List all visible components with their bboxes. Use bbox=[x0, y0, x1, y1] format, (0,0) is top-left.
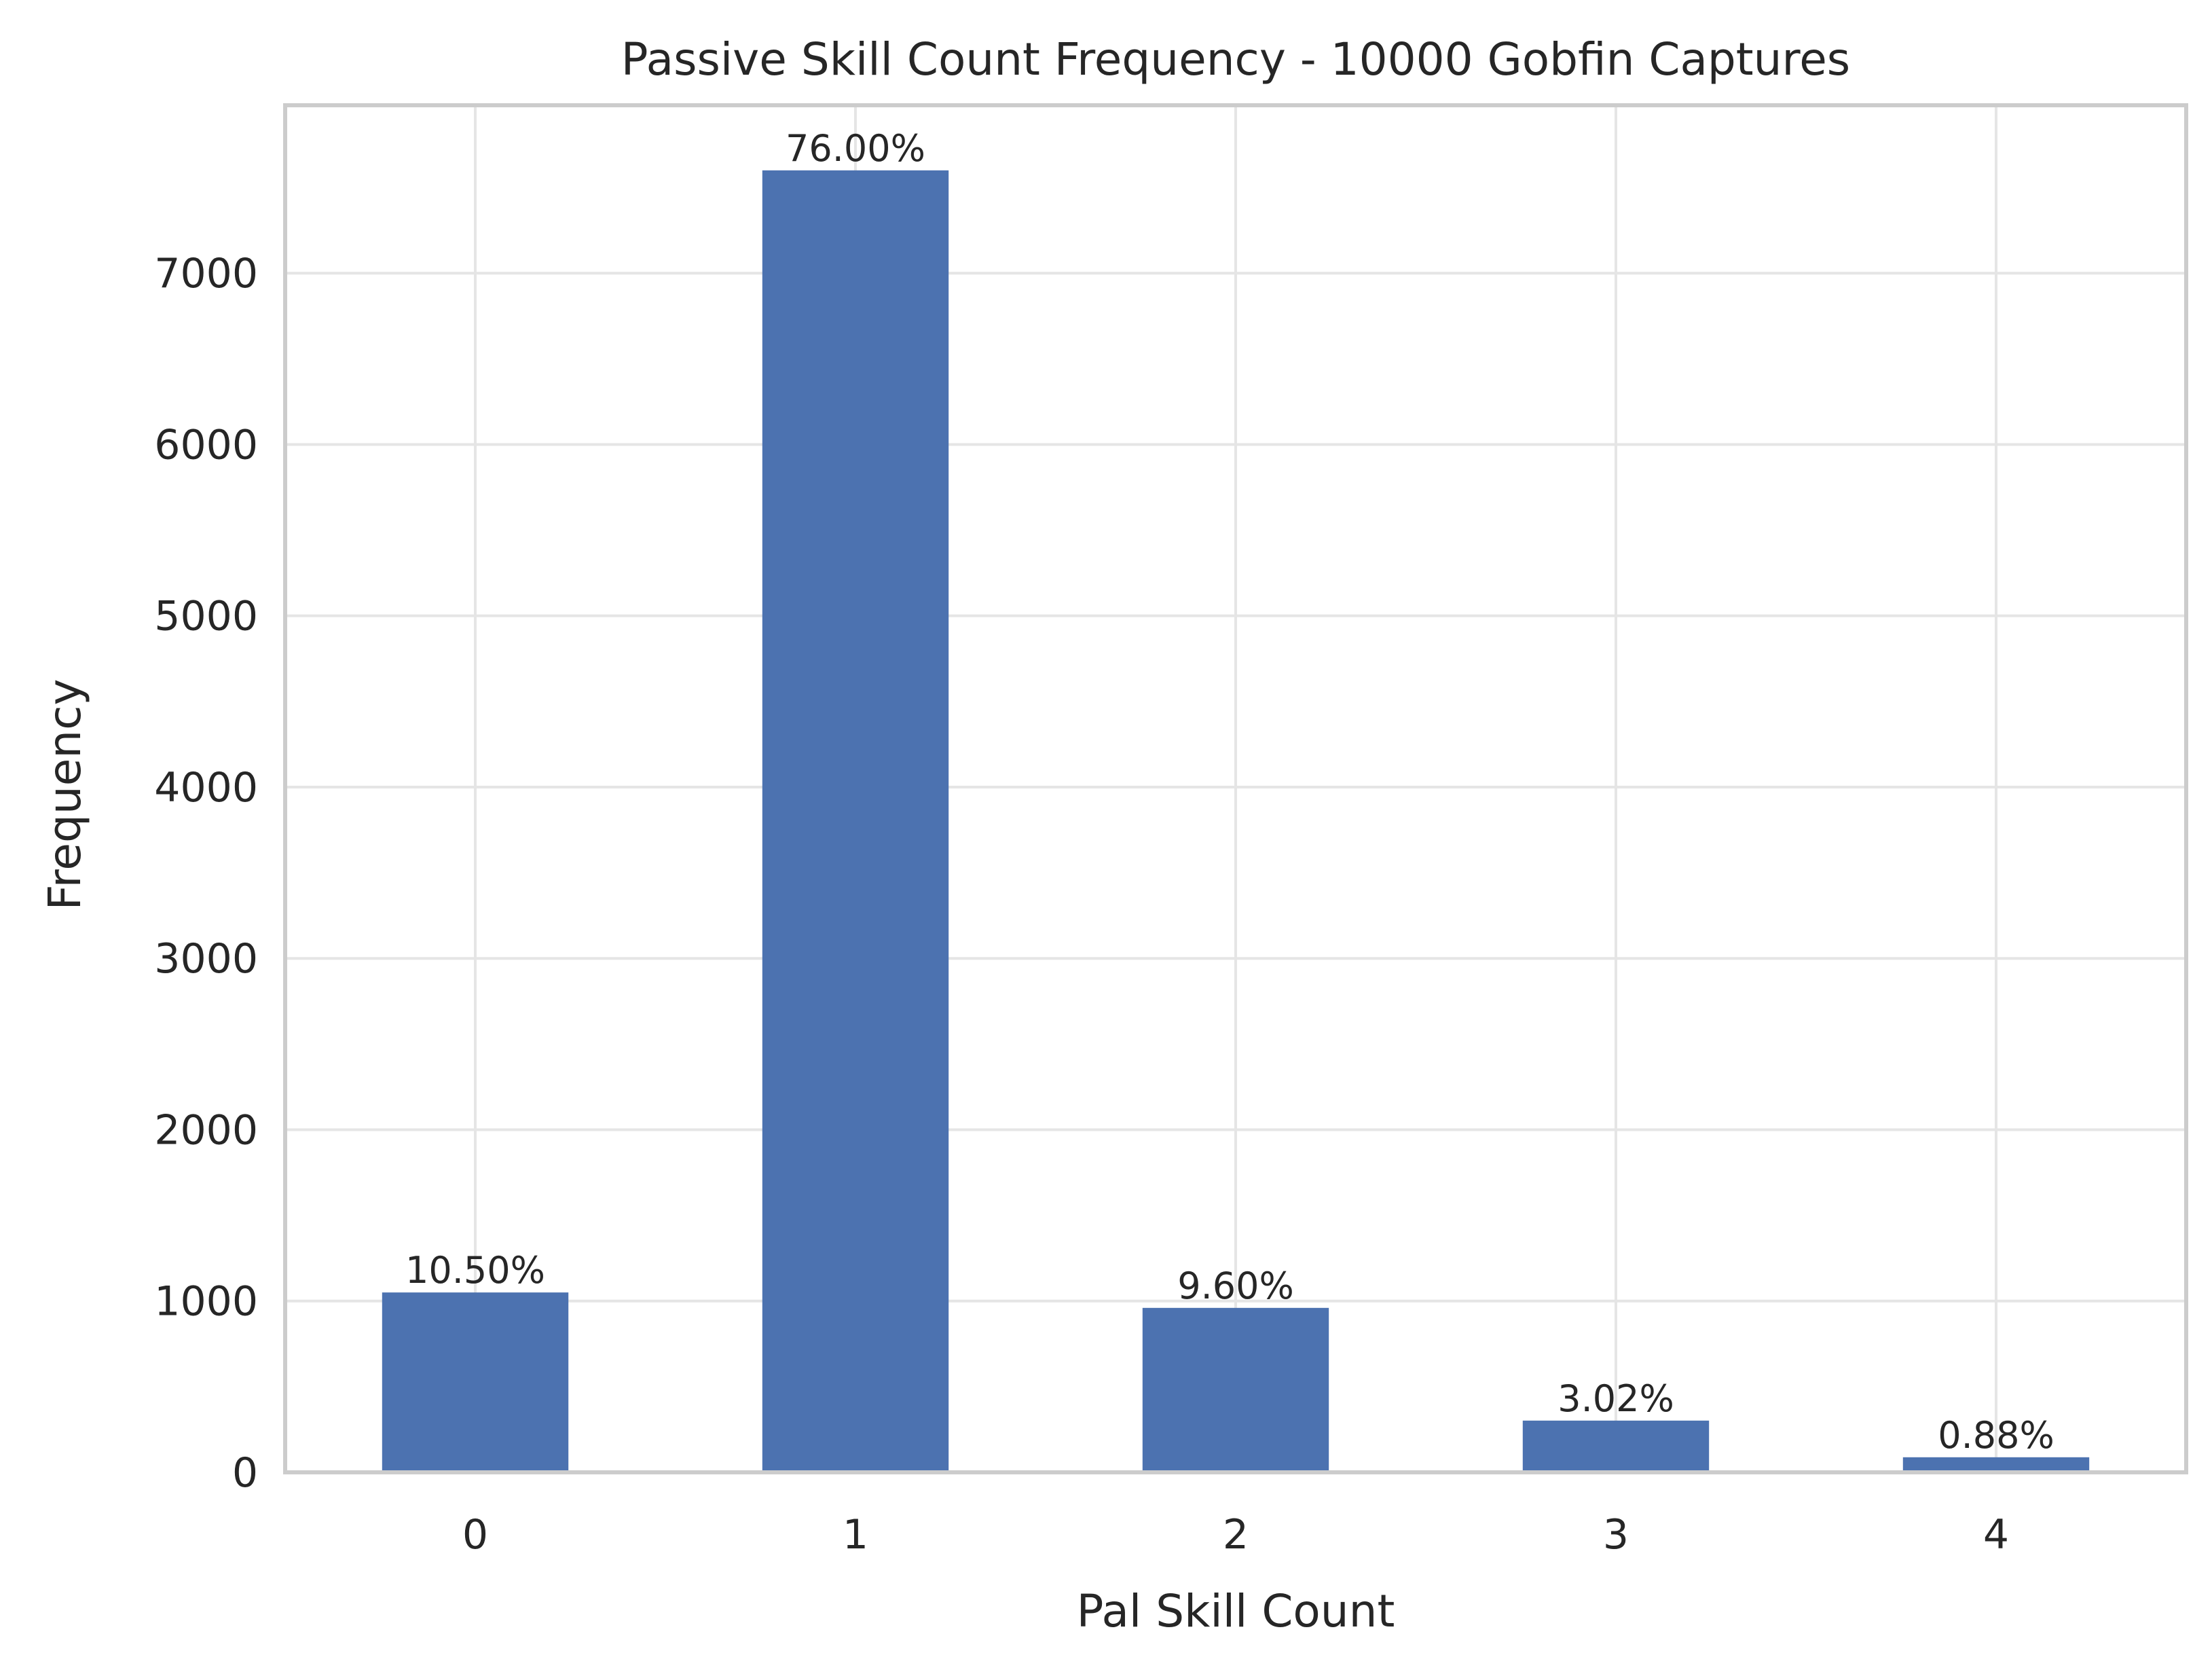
tick-labels: 0 1000 2000 3000 4000 5000 6000 7000 0 1 2 3 4 bbox=[154, 250, 2009, 1559]
data-labels: 10.50% 76.00% 9.60% 3.02% 0.88% bbox=[405, 127, 2054, 1457]
y-axis-label: Frequency bbox=[39, 679, 91, 911]
grid bbox=[285, 105, 2186, 1474]
x-tick-label: 0 bbox=[462, 1511, 488, 1559]
bar-value-label: 3.02% bbox=[1557, 1377, 1674, 1420]
x-tick-label: 2 bbox=[1223, 1511, 1249, 1559]
y-tick-label: 3000 bbox=[154, 935, 258, 983]
bar-value-label: 10.50% bbox=[405, 1249, 545, 1292]
y-tick-label: 5000 bbox=[154, 593, 258, 640]
bar-4 bbox=[1902, 1457, 2090, 1472]
chart-title: Passive Skill Count Frequency - 10000 Go… bbox=[621, 33, 1850, 86]
bar-value-label: 9.60% bbox=[1177, 1265, 1294, 1307]
x-tick-label: 3 bbox=[1603, 1511, 1629, 1559]
bar-3 bbox=[1522, 1420, 1710, 1472]
y-tick-label: 6000 bbox=[154, 421, 258, 469]
y-tick-label: 2000 bbox=[154, 1106, 258, 1154]
y-tick-label: 7000 bbox=[154, 250, 258, 297]
y-tick-label: 0 bbox=[232, 1449, 258, 1497]
bar-1 bbox=[762, 170, 949, 1472]
bar-value-label: 0.88% bbox=[1938, 1414, 2054, 1457]
x-tick-label: 1 bbox=[843, 1511, 868, 1559]
axes-frame bbox=[283, 103, 2188, 1474]
bar-2 bbox=[1142, 1307, 1329, 1472]
bars bbox=[382, 170, 2090, 1472]
bar-value-label: 76.00% bbox=[786, 127, 925, 170]
y-tick-label: 4000 bbox=[154, 764, 258, 812]
x-axis-label: Pal Skill Count bbox=[1077, 1585, 1395, 1637]
y-tick-label: 1000 bbox=[154, 1278, 258, 1326]
x-tick-label: 4 bbox=[1983, 1511, 2009, 1559]
bar-0 bbox=[382, 1292, 569, 1472]
